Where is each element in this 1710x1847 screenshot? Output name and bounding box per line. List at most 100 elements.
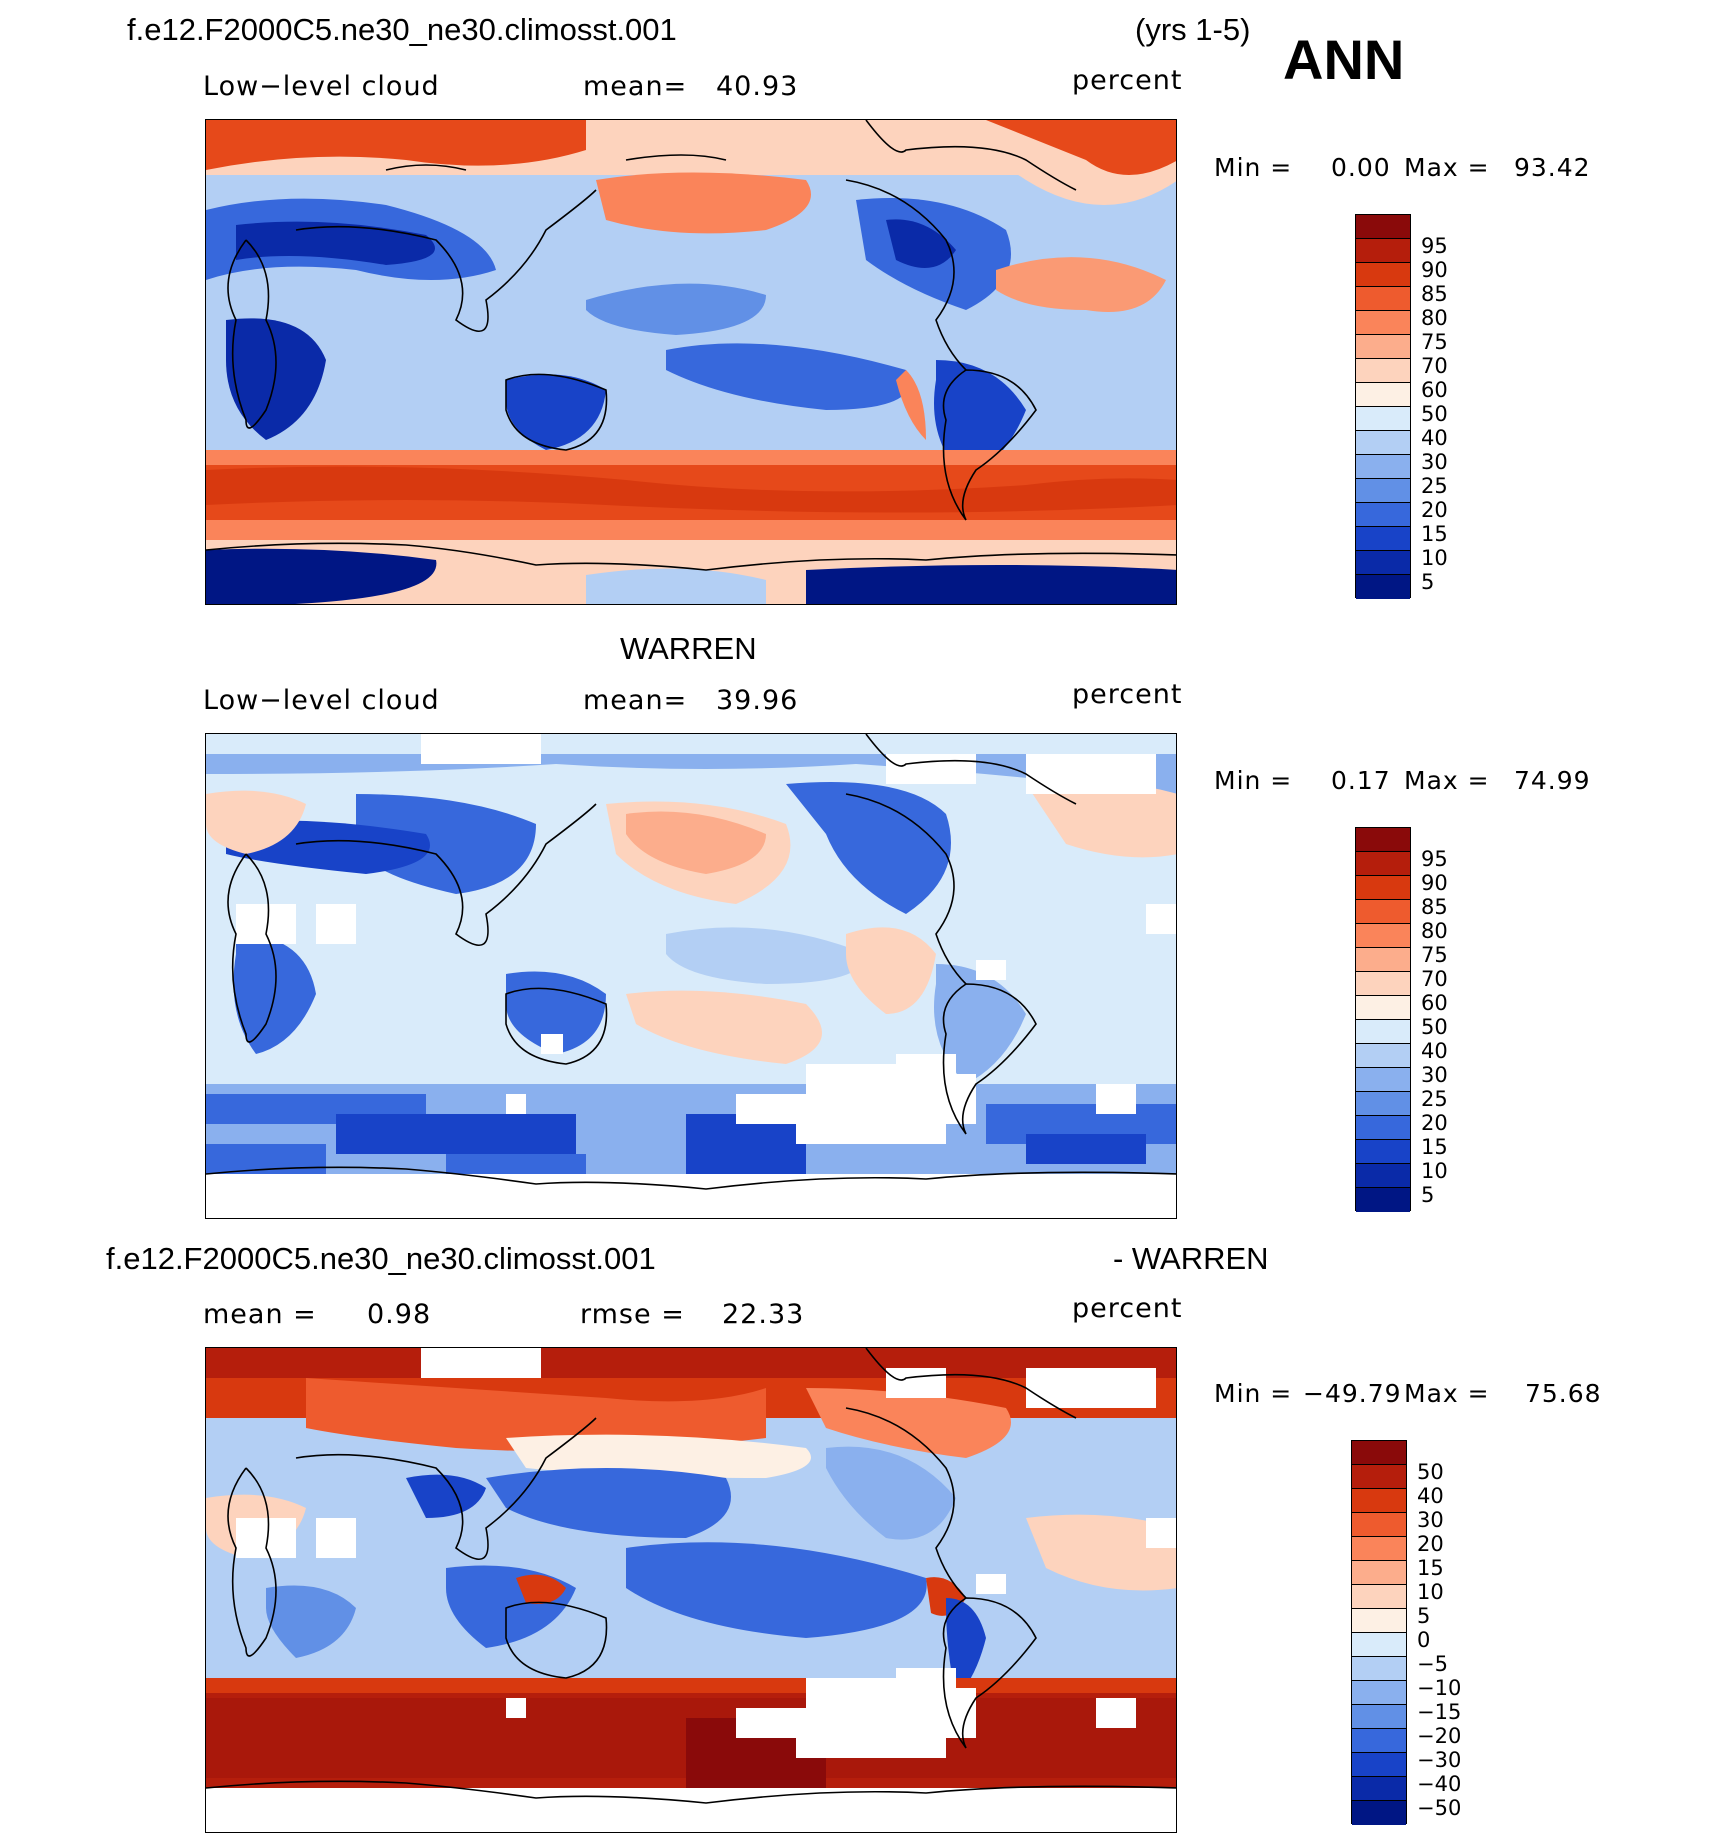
- colorbar-swatch: [1356, 948, 1410, 972]
- colorbar-tick-label: 10: [1421, 546, 1448, 570]
- colorbar-swatch: [1356, 996, 1410, 1020]
- colorbar-swatch: [1356, 455, 1410, 479]
- colorbar-swatch: [1352, 1777, 1406, 1801]
- colorbar-tick-label: 20: [1421, 498, 1448, 522]
- colorbar-tick-label: 70: [1421, 354, 1448, 378]
- panel3-mean-label: mean =: [203, 1299, 317, 1330]
- colorbar-swatch: [1356, 263, 1410, 287]
- colorbar-tick-label: 5: [1421, 570, 1435, 594]
- panel3-max-label: Max =: [1404, 1379, 1490, 1408]
- panel3-units: percent: [1072, 1293, 1183, 1324]
- colorbar-swatch: [1356, 1068, 1410, 1092]
- colorbar-tick-label: 30: [1421, 450, 1448, 474]
- colorbar-tick-label: −10: [1417, 1676, 1462, 1700]
- panel3-rmse-value: 22.33: [722, 1299, 805, 1330]
- panel2-mean-label: mean=: [583, 685, 688, 716]
- panel1-colorbar: [1355, 214, 1411, 599]
- panel3-title-left: f.e12.F2000C5.ne30_ne30.climosst.001: [106, 1241, 656, 1276]
- colorbar-swatch: [1356, 972, 1410, 996]
- colorbar-tick-label: 5: [1417, 1604, 1431, 1628]
- colorbar-swatch: [1356, 287, 1410, 311]
- panel1-max-label: Max =: [1404, 153, 1490, 182]
- colorbar-swatch: [1356, 407, 1410, 431]
- colorbar-swatch: [1352, 1657, 1406, 1681]
- colorbar-tick-label: 30: [1417, 1508, 1444, 1532]
- colorbar-tick-label: 40: [1421, 1039, 1448, 1063]
- colorbar-swatch: [1352, 1489, 1406, 1513]
- colorbar-swatch: [1352, 1465, 1406, 1489]
- colorbar-swatch: [1352, 1561, 1406, 1585]
- colorbar-swatch: [1356, 828, 1410, 852]
- panel3-mean-value: 0.98: [367, 1299, 432, 1330]
- colorbar-tick-label: 30: [1421, 1063, 1448, 1087]
- colorbar-tick-label: 60: [1421, 378, 1448, 402]
- panel2-max-value: 74.99: [1514, 766, 1591, 795]
- colorbar-tick-label: −5: [1417, 1652, 1448, 1676]
- colorbar-tick-label: 70: [1421, 967, 1448, 991]
- panel3-colorbar: [1351, 1440, 1407, 1825]
- panel1-min-label: Min =: [1214, 153, 1293, 182]
- colorbar-swatch: [1356, 924, 1410, 948]
- panel1-min-value: 0.00: [1331, 153, 1391, 182]
- colorbar-swatch: [1356, 335, 1410, 359]
- panel1-map: [205, 119, 1177, 605]
- colorbar-tick-label: 15: [1417, 1556, 1444, 1580]
- colorbar-tick-label: 20: [1417, 1532, 1444, 1556]
- panel3-min-value: −49.79: [1303, 1379, 1402, 1408]
- colorbar-swatch: [1352, 1633, 1406, 1657]
- panel2-units: percent: [1072, 679, 1183, 710]
- panel2-min-label: Min =: [1214, 766, 1293, 795]
- colorbar-tick-label: 25: [1421, 1087, 1448, 1111]
- colorbar-swatch: [1356, 1140, 1410, 1164]
- colorbar-swatch: [1356, 551, 1410, 575]
- case-title: f.e12.F2000C5.ne30_ne30.climosst.001: [127, 12, 677, 47]
- colorbar-tick-label: 85: [1421, 282, 1448, 306]
- panel1-mean-label: mean=: [583, 71, 688, 102]
- colorbar-swatch: [1352, 1681, 1406, 1705]
- colorbar-swatch: [1356, 311, 1410, 335]
- colorbar-tick-label: 40: [1421, 426, 1448, 450]
- colorbar-tick-label: 80: [1421, 306, 1448, 330]
- panel3-title-right: - WARREN: [1113, 1241, 1269, 1276]
- panel2-max-label: Max =: [1404, 766, 1490, 795]
- colorbar-swatch: [1356, 1116, 1410, 1140]
- panel2-min-value: 0.17: [1331, 766, 1391, 795]
- colorbar-swatch: [1356, 359, 1410, 383]
- colorbar-swatch: [1356, 852, 1410, 876]
- colorbar-swatch: [1356, 1092, 1410, 1116]
- colorbar-swatch: [1352, 1609, 1406, 1633]
- colorbar-swatch: [1352, 1753, 1406, 1777]
- colorbar-swatch: [1356, 431, 1410, 455]
- colorbar-tick-label: 10: [1417, 1580, 1444, 1604]
- colorbar-swatch: [1352, 1801, 1406, 1825]
- colorbar-swatch: [1352, 1537, 1406, 1561]
- colorbar-swatch: [1352, 1729, 1406, 1753]
- panel1-mean-value: 40.93: [716, 71, 799, 102]
- colorbar-tick-label: 40: [1417, 1484, 1444, 1508]
- colorbar-tick-label: −30: [1417, 1748, 1462, 1772]
- panel2-title: WARREN: [620, 631, 757, 666]
- season-label: ANN: [1283, 28, 1405, 91]
- colorbar-swatch: [1356, 479, 1410, 503]
- colorbar-tick-label: 95: [1421, 847, 1448, 871]
- colorbar-tick-label: 90: [1421, 871, 1448, 895]
- panel1-units: percent: [1072, 65, 1183, 96]
- colorbar-tick-label: 0: [1417, 1628, 1431, 1652]
- colorbar-tick-label: 60: [1421, 991, 1448, 1015]
- panel1-field: Low−level cloud: [203, 71, 440, 102]
- colorbar-swatch: [1352, 1441, 1406, 1465]
- colorbar-tick-label: 75: [1421, 943, 1448, 967]
- colorbar-tick-label: −15: [1417, 1700, 1462, 1724]
- colorbar-swatch: [1352, 1513, 1406, 1537]
- panel2-map: [205, 733, 1177, 1219]
- panel2-mean-value: 39.96: [716, 685, 799, 716]
- colorbar-swatch: [1352, 1585, 1406, 1609]
- colorbar-swatch: [1356, 503, 1410, 527]
- colorbar-swatch: [1356, 239, 1410, 263]
- colorbar-tick-label: 10: [1421, 1159, 1448, 1183]
- colorbar-swatch: [1356, 1164, 1410, 1188]
- years-label: (yrs 1-5): [1135, 12, 1251, 47]
- colorbar-tick-label: 85: [1421, 895, 1448, 919]
- colorbar-swatch: [1356, 1188, 1410, 1212]
- colorbar-swatch: [1356, 383, 1410, 407]
